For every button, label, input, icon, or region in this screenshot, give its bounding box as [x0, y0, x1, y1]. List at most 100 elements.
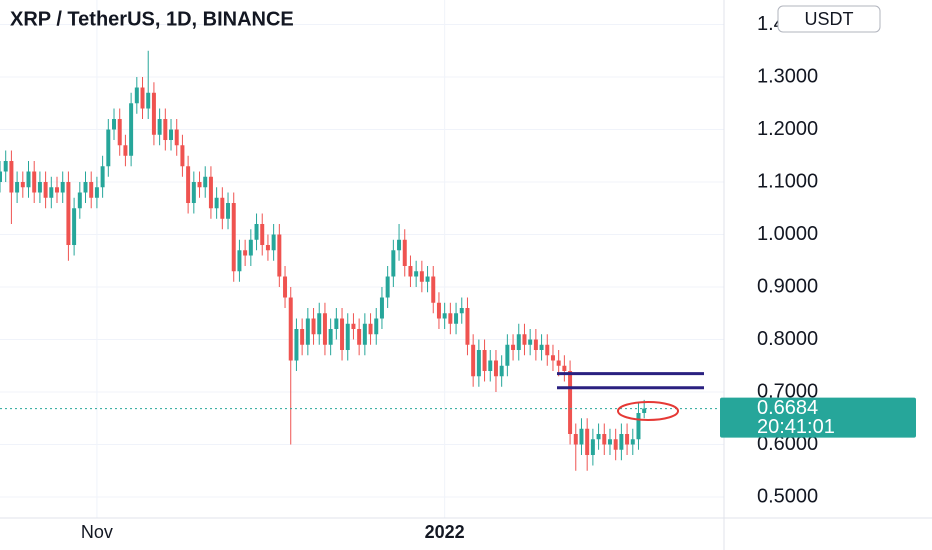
candle-body [351, 323, 356, 330]
candle-body [169, 129, 174, 141]
candle-body [590, 439, 595, 456]
price-label: 1.2000 [757, 118, 818, 140]
candle-body [528, 339, 533, 345]
candle-body [448, 313, 453, 324]
candle-body [625, 434, 630, 445]
candle-body [231, 203, 236, 272]
candle-body [146, 92, 151, 109]
candle-body [55, 187, 60, 193]
candle-body [630, 439, 635, 445]
candle-body [419, 271, 424, 282]
candle-body [43, 182, 48, 198]
candle-body [539, 344, 544, 351]
candle-body [9, 161, 14, 193]
candle-body [66, 182, 71, 246]
candle-body [379, 297, 384, 319]
candle-body [476, 350, 481, 377]
candle-body [129, 103, 134, 156]
candle-body [197, 182, 202, 188]
price-label: 0.9000 [757, 275, 818, 297]
candle-body [151, 92, 156, 135]
candle-body [134, 87, 139, 104]
price-label: 0.7000 [757, 380, 818, 402]
candle-body [83, 182, 88, 193]
candle-body [431, 276, 436, 303]
candle-body [226, 203, 231, 219]
candle-body [402, 239, 407, 267]
candle-body [112, 119, 117, 130]
currency-label[interactable]: USDT [805, 9, 854, 29]
candle-body [482, 350, 487, 372]
candle-body [465, 308, 470, 345]
candle-body [157, 119, 162, 135]
candle-body [37, 182, 42, 193]
price-label: 0.6000 [757, 433, 818, 455]
candle-body [573, 434, 578, 445]
candle-body [72, 208, 77, 246]
price-label: 1.0000 [757, 223, 818, 245]
candle-body [488, 360, 493, 372]
candle-body [208, 176, 213, 209]
candle-body [636, 413, 641, 440]
candle-body [277, 234, 282, 277]
price-label: 1.3000 [757, 65, 818, 87]
candle-body [260, 224, 265, 246]
candle-body [602, 434, 607, 445]
candle-body [459, 308, 464, 314]
candle-body [317, 313, 322, 335]
candle-body [607, 439, 612, 445]
candle-body [493, 360, 498, 377]
candle-body [254, 224, 259, 240]
candle-body [89, 182, 94, 198]
candle-body [585, 428, 590, 456]
candle-body [305, 318, 310, 345]
candle-body [49, 187, 54, 198]
chart-title: XRP / TetherUS, 1D, BINANCE [10, 8, 294, 30]
last-price-badge [720, 397, 916, 438]
candle-body [328, 329, 333, 345]
candle-body [442, 313, 447, 319]
candle-body [300, 329, 305, 345]
time-label: Nov [81, 522, 113, 542]
candle-body [533, 339, 538, 351]
candle-body [545, 344, 550, 356]
candle-body [374, 318, 379, 335]
candle-body [214, 197, 219, 209]
candle-body [191, 182, 196, 204]
candle-body [60, 182, 65, 193]
candle-body [94, 187, 99, 198]
candle-body [522, 334, 527, 345]
candle-body [340, 318, 345, 351]
candle-body [613, 439, 618, 450]
candle-body [505, 344, 510, 366]
candle-body [556, 360, 561, 366]
candle-body [20, 182, 25, 188]
annotation-ellipse [617, 401, 679, 421]
candle-body [596, 434, 601, 440]
candle-body [288, 297, 293, 361]
candle-body [436, 302, 441, 319]
time-label: 2022 [425, 522, 465, 542]
candle-body [334, 318, 339, 330]
candle-body [619, 434, 624, 450]
candle-body [117, 119, 122, 146]
currency-badge[interactable] [777, 5, 881, 33]
candle-body [106, 129, 111, 167]
candle-body [123, 145, 128, 156]
candle-body [77, 192, 82, 209]
candle-body [174, 129, 179, 146]
candle-body [26, 171, 31, 188]
candle-body [499, 365, 504, 377]
candle-body [397, 239, 402, 251]
candle-body [511, 344, 516, 351]
candle-body [391, 250, 396, 277]
last-price-label: 0.6684 [757, 397, 818, 419]
candle-body [568, 371, 573, 435]
candle-body [0, 171, 2, 183]
candle-body [32, 171, 37, 193]
candle-body [243, 250, 248, 256]
price-label: 1.1000 [757, 170, 818, 192]
candle-body [425, 276, 430, 282]
candle-body [362, 323, 367, 345]
